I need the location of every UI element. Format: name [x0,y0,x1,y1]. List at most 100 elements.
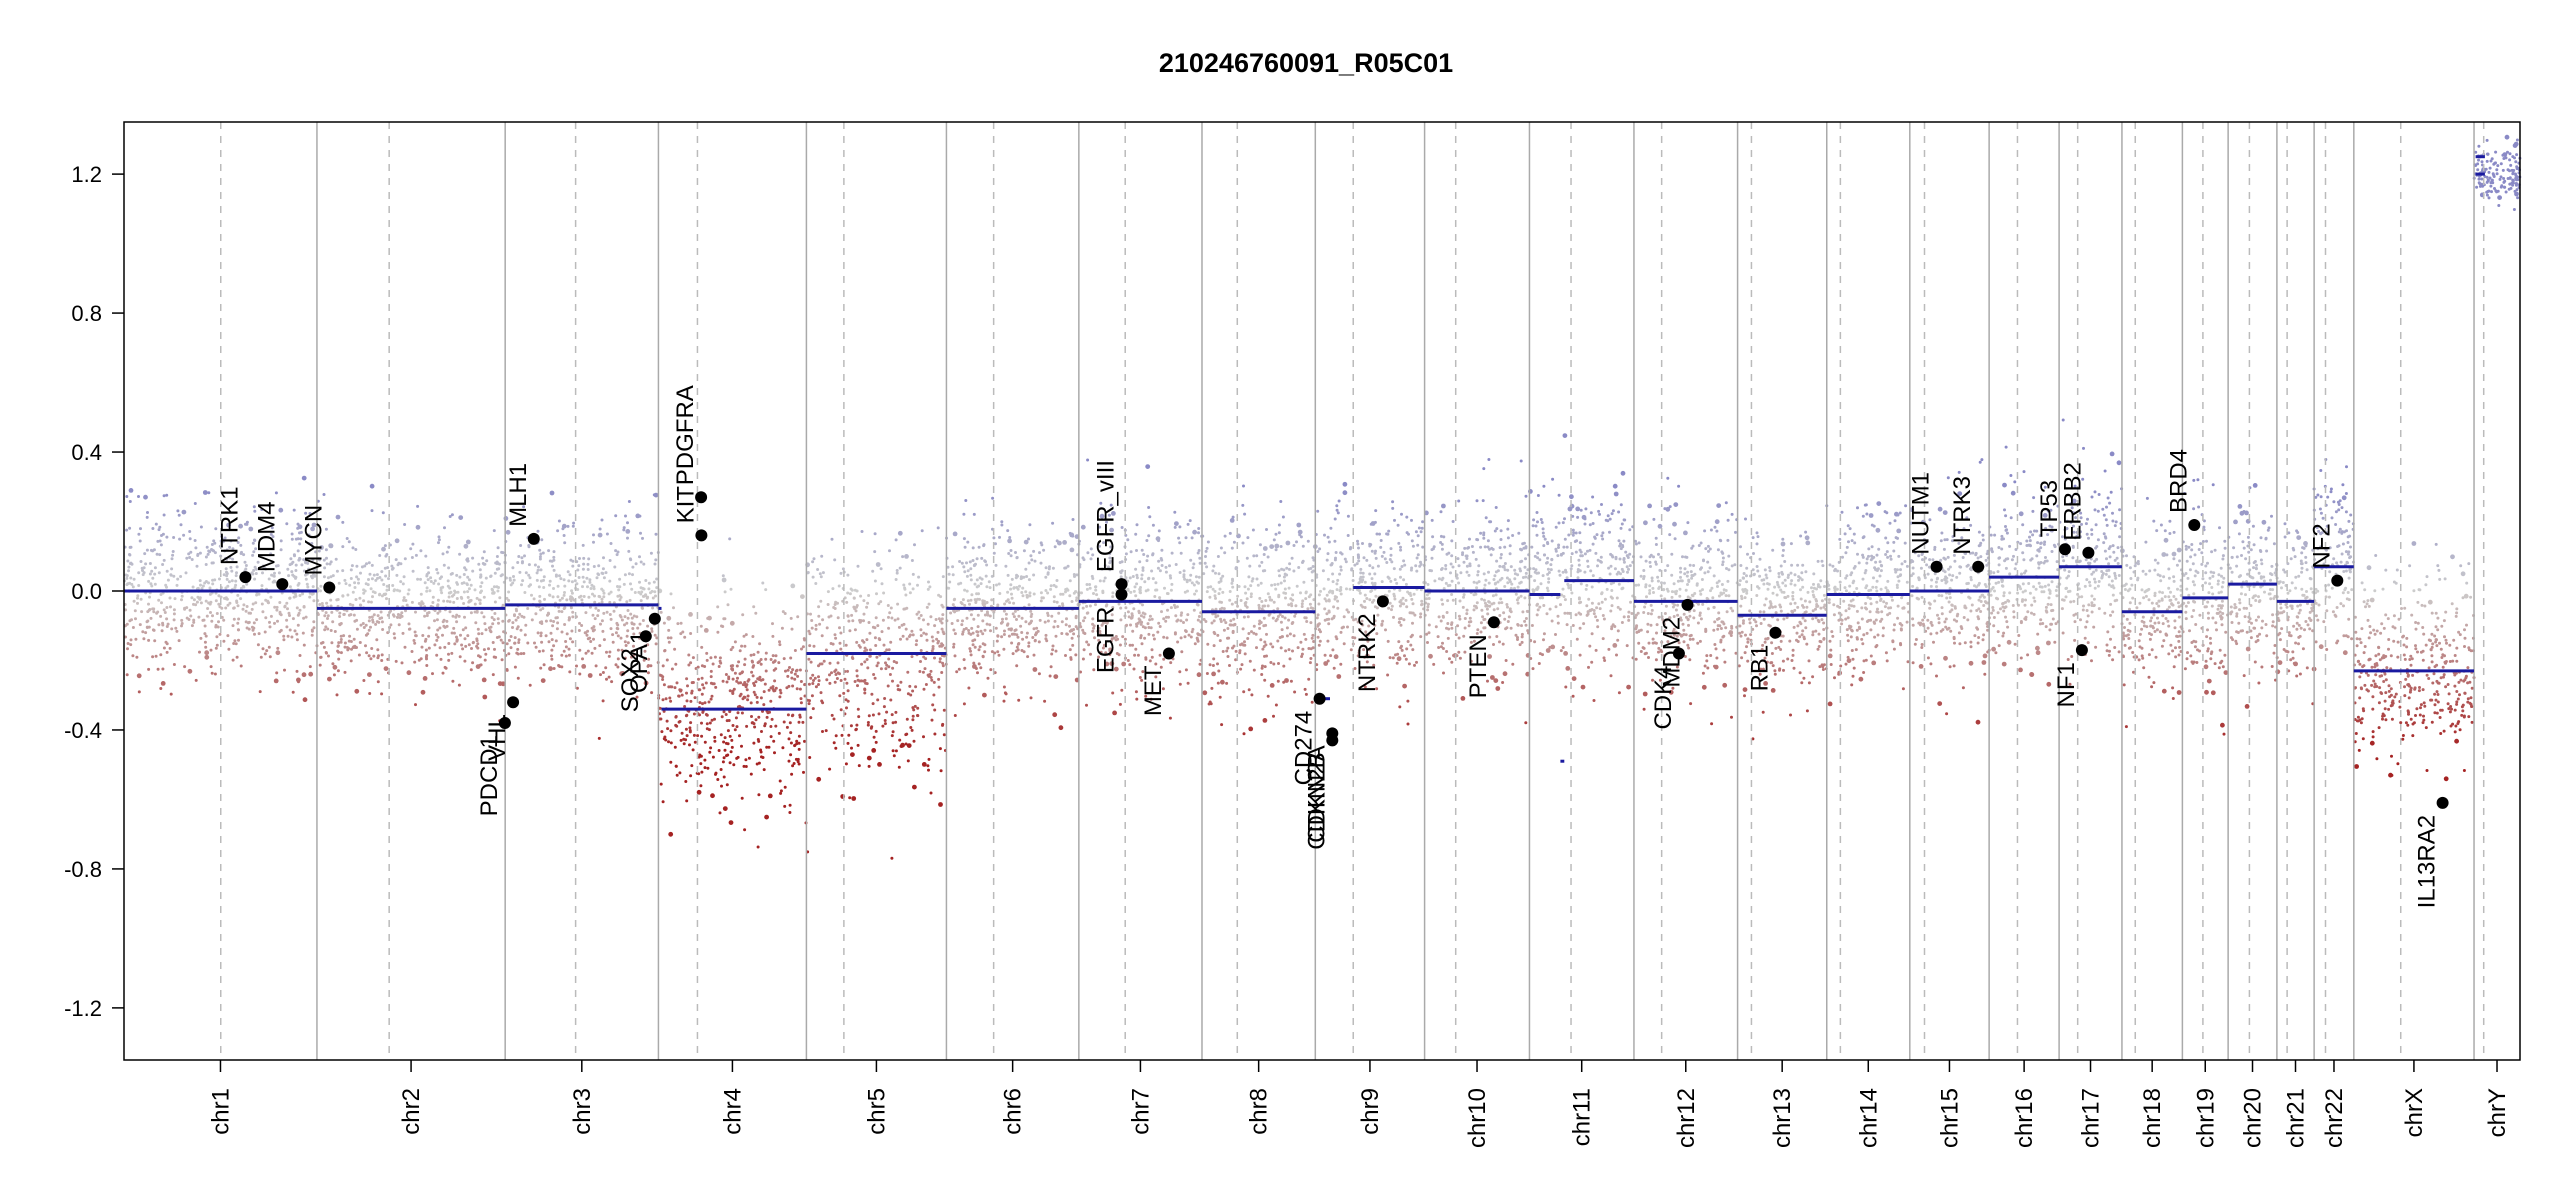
probe-point [930,635,934,639]
probe-point [920,529,924,533]
probe-point [355,564,359,568]
probe-point [1336,606,1340,610]
probe-point [1361,623,1365,627]
probe-point [1551,477,1555,481]
probe-point [437,535,441,539]
probe-point [1448,657,1451,661]
probe-point [1565,576,1569,580]
probe-point [210,619,214,623]
probe-point [325,601,329,605]
probe-point [519,544,523,547]
probe-point [742,634,746,638]
probe-point [217,594,221,598]
probe-point [351,603,355,607]
probe-point [1558,573,1562,577]
probe-point [450,631,454,635]
probe-point [941,613,945,617]
probe-point [626,629,630,633]
probe-point [1327,599,1331,603]
probe-point [592,628,596,632]
probe-point [1363,599,1366,603]
probe-point [231,547,235,551]
probe-point [557,609,561,613]
probe-point [291,560,295,564]
probe-point [153,566,157,570]
probe-point [608,650,612,654]
probe-point [1166,608,1169,612]
probe-point [1080,524,1086,530]
probe-point [1304,692,1308,696]
probe-point [310,628,314,632]
probe-point [741,697,745,701]
probe-point [1257,622,1261,626]
probe-point [455,573,459,577]
probe-point [134,617,137,621]
probe-point [1511,662,1515,666]
probe-point [536,631,540,635]
probe-point [866,601,870,605]
probe-point [399,580,403,584]
probe-point [1058,725,1064,731]
probe-point [1108,556,1112,560]
probe-point [322,645,326,649]
probe-point [728,734,732,738]
probe-point [526,641,530,645]
probe-point [975,592,979,596]
probe-point [1287,586,1291,590]
probe-point [812,557,816,561]
probe-point [1238,651,1242,655]
probe-point [1162,657,1166,661]
probe-point [1274,543,1280,549]
probe-point [1549,568,1553,572]
probe-point [1228,664,1231,667]
probe-point [1150,617,1154,621]
probe-point [466,590,470,594]
probe-point [869,726,873,730]
probe-point [971,639,975,643]
probe-point [451,614,455,618]
probe-point [1559,603,1562,607]
probe-point [410,556,414,559]
probe-point [1481,499,1485,503]
probe-point [1145,464,1151,469]
probe-point [1526,629,1530,633]
probe-point [439,588,443,592]
probe-point [493,571,497,575]
probe-point [1520,559,1524,563]
probe-point [1370,521,1376,526]
probe-point [195,564,199,568]
probe-point [203,624,207,628]
probe-point [981,655,985,659]
probe-point [686,684,689,688]
probe-point [436,628,440,632]
probe-point [542,663,546,667]
probe-point [1013,609,1017,613]
probe-point [680,731,684,735]
probe-point [1490,602,1494,606]
probe-point [414,703,417,707]
probe-point [538,555,542,559]
probe-point [1513,586,1516,590]
probe-point [1086,611,1090,615]
probe-point [552,550,556,554]
probe-point [593,600,597,604]
probe-point [817,683,820,686]
probe-point [887,657,891,661]
probe-point [557,605,561,609]
probe-point [623,640,627,644]
probe-point [982,692,987,698]
probe-point [226,634,230,638]
probe-point [1560,593,1564,597]
probe-point [705,722,709,726]
probe-point [1316,550,1320,553]
probe-point [1210,621,1214,625]
probe-point [683,705,687,708]
probe-point [239,586,243,590]
probe-point [789,741,793,745]
probe-point [1440,578,1444,582]
probe-point [834,746,838,750]
probe-point [700,721,703,725]
probe-point [1049,665,1053,669]
probe-point [482,694,488,700]
probe-point [1476,570,1480,574]
